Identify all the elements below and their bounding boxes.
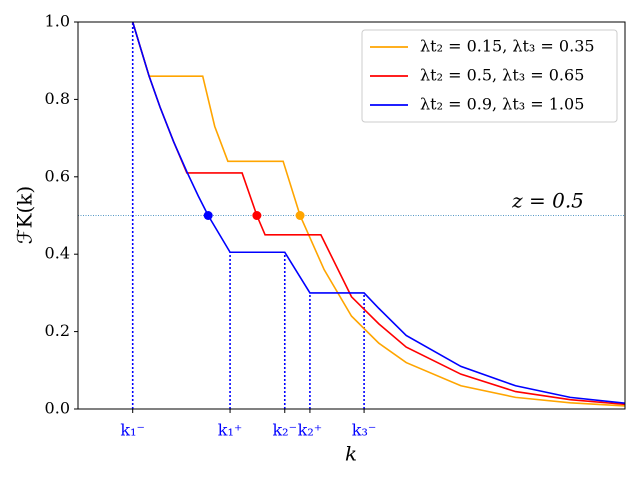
y-tick-label: 0.0 xyxy=(45,399,70,418)
legend-label: λt₂ = 0.9, λt₃ = 1.05 xyxy=(420,95,584,114)
y-axis-label: ℱK(k) xyxy=(13,186,37,244)
annotation: z = 0.5 xyxy=(511,189,584,213)
y-tick-label: 0.6 xyxy=(45,166,70,185)
x-tick-label: k₁⁺ xyxy=(218,421,243,440)
marker xyxy=(252,211,262,220)
y-tick-label: 0.8 xyxy=(45,89,70,108)
plot-frame xyxy=(77,21,626,410)
legend-label: λt₂ = 0.15, λt₃ = 0.35 xyxy=(420,37,595,56)
legend-box xyxy=(361,29,618,123)
x-tick-label: k₂⁺ xyxy=(298,421,323,440)
x-tick-label: k₁⁻ xyxy=(120,421,145,440)
y-tick-label: 0.2 xyxy=(45,321,70,340)
y-tick-label: 1.0 xyxy=(45,12,70,31)
marker xyxy=(295,211,305,220)
line xyxy=(131,21,626,407)
marker xyxy=(203,211,213,220)
y-tick-label: 0.4 xyxy=(45,244,70,263)
x-tick-label: k₂⁻ xyxy=(272,421,297,440)
line xyxy=(131,21,626,404)
x-axis-label: k xyxy=(345,442,357,466)
legend-label: λt₂ = 0.5, λt₃ = 0.65 xyxy=(420,66,584,85)
x-tick-label: k₃⁻ xyxy=(352,421,377,440)
